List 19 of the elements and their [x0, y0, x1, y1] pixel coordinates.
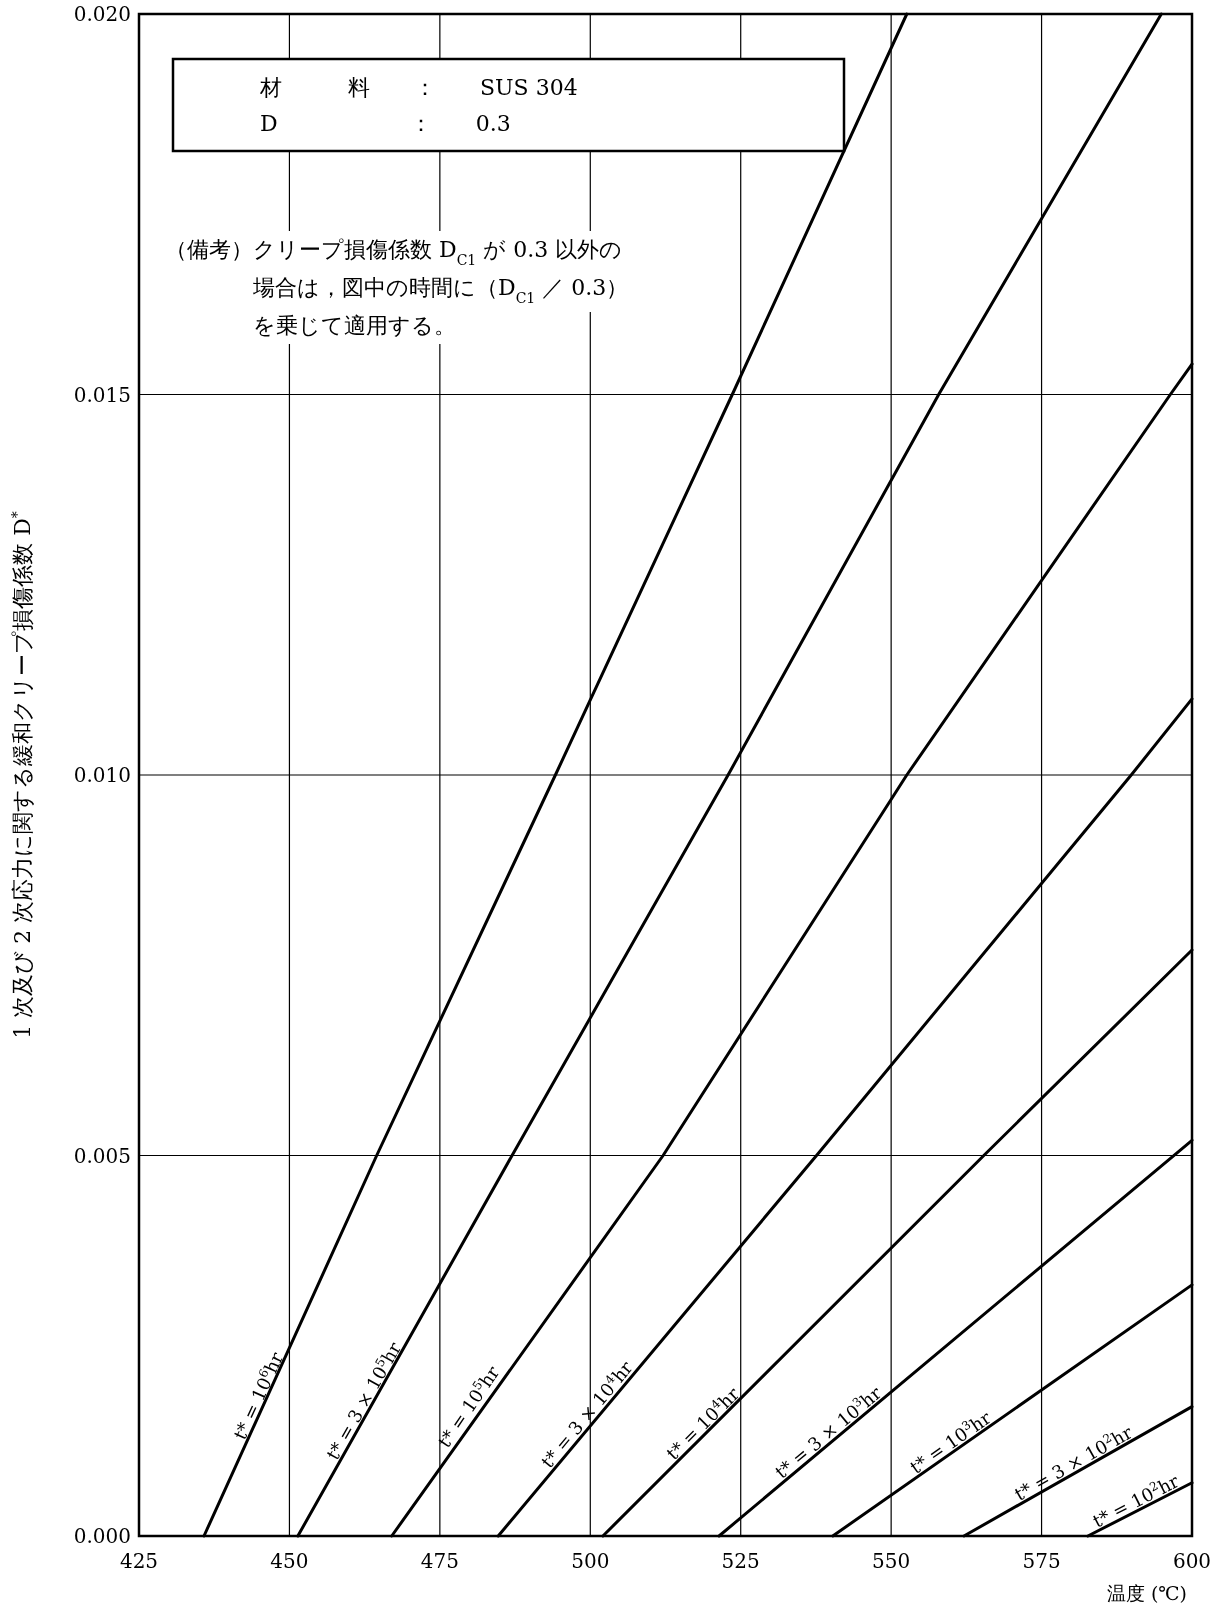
x-tick-label: 600: [1172, 1549, 1212, 1573]
y-tick-label: 0.010: [73, 763, 131, 787]
x-tick-label: 525: [721, 1549, 760, 1573]
x-tick-label: 475: [420, 1549, 459, 1573]
x-axis-title: 温度 (℃): [1106, 1582, 1187, 1604]
x-tick-label: 575: [1022, 1549, 1061, 1573]
x-tick-label: 500: [571, 1549, 610, 1573]
y-tick-label: 0.000: [73, 1524, 131, 1548]
x-tick-label: 450: [270, 1549, 309, 1573]
y-tick-label: 0.005: [73, 1143, 131, 1168]
y-tick-label: 0.015: [73, 382, 131, 407]
x-tick-label: 550: [872, 1549, 911, 1573]
y-tick-label: 0.020: [73, 2, 131, 26]
annotation: （備考）クリープ損傷係数 D$_{C1}$ が 0.3 以外の: [165, 237, 623, 268]
annotation: 場合は，図中の時間に（D$_{C1}$ ／ 0.3）: [252, 275, 629, 306]
annotation: 材 料 ： SUS 304: [259, 75, 578, 100]
x-tick-label: 425: [119, 1549, 159, 1573]
annotation: を乗じて適用する。: [253, 313, 456, 338]
annotation: D ： 0.3: [260, 111, 511, 136]
